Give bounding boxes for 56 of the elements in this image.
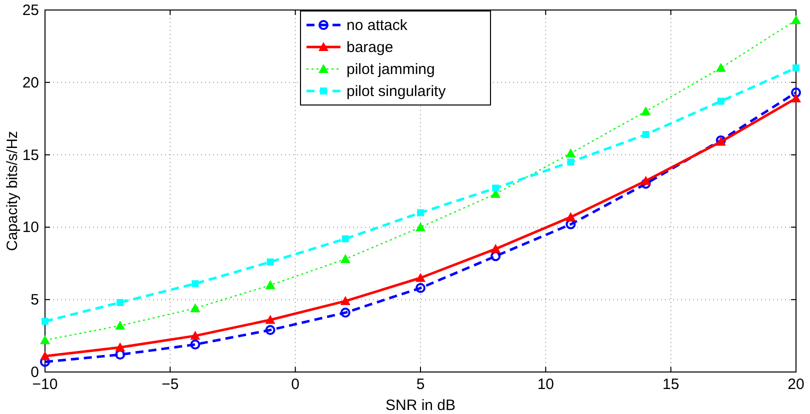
point	[265, 325, 276, 336]
y-tick-label: 10	[22, 219, 39, 236]
point	[340, 308, 350, 318]
point	[416, 272, 426, 282]
point	[791, 88, 801, 98]
point	[416, 283, 426, 294]
point	[642, 131, 650, 138]
point	[716, 62, 726, 72]
point	[340, 296, 350, 306]
point	[567, 158, 574, 166]
x-tick-label: 0	[291, 376, 300, 393]
point	[791, 15, 801, 24]
point	[566, 148, 576, 158]
point	[190, 330, 200, 340]
x-tick-label: 20	[788, 376, 804, 393]
point	[265, 314, 276, 324]
y-axis-title: Capacity bits/s/Hz	[4, 130, 21, 252]
point	[640, 176, 651, 185]
point	[792, 64, 800, 72]
point	[640, 106, 651, 116]
point	[490, 251, 501, 262]
legend-label: barage	[346, 39, 394, 56]
legend-label: no attack	[346, 17, 408, 34]
point	[115, 320, 126, 330]
legend-label: pilot jamming	[346, 61, 435, 78]
point	[192, 280, 199, 288]
x-axis-title: SNR in dB	[385, 397, 456, 414]
point	[266, 258, 274, 266]
y-tick-label: 20	[22, 74, 39, 92]
point	[40, 335, 50, 344]
point	[492, 184, 500, 192]
y-tick-label: 25	[22, 2, 39, 19]
point	[116, 298, 124, 306]
point	[115, 350, 126, 360]
point	[640, 178, 651, 189]
x-tick-label: 15	[662, 376, 680, 393]
x-tick-label: 10	[537, 376, 554, 393]
point	[417, 209, 424, 216]
point	[115, 342, 126, 352]
point	[190, 339, 200, 350]
point	[416, 222, 426, 232]
y-tick-label: 15	[22, 146, 39, 164]
point	[190, 303, 200, 312]
legend-label: pilot singularity	[346, 83, 446, 100]
point	[717, 98, 724, 105]
y-tick-label: 5	[30, 292, 39, 309]
point	[566, 212, 576, 222]
point	[791, 93, 801, 102]
x-tick-label: 5	[416, 376, 425, 393]
point	[342, 235, 349, 242]
point	[340, 254, 350, 264]
x-tick-label: −5	[162, 376, 179, 393]
point	[40, 351, 50, 360]
point	[490, 244, 501, 253]
point	[42, 318, 48, 325]
point	[265, 280, 276, 290]
